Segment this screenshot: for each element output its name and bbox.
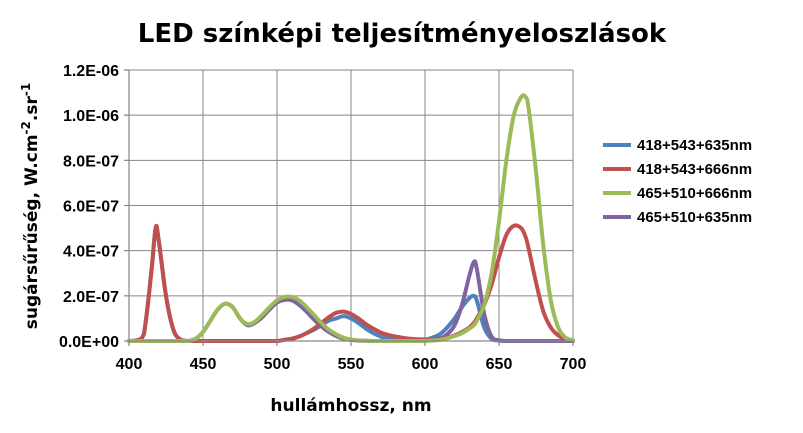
x-tick-label: 400 bbox=[116, 356, 143, 373]
chart-title: LED színképi teljesítményeloszlások bbox=[138, 19, 667, 49]
x-tick-label: 550 bbox=[338, 356, 365, 373]
y-axis-label-mid: .sr bbox=[22, 96, 42, 122]
x-tick-labels: 400 450 500 550 600 650 700 bbox=[116, 356, 587, 373]
y-tick-label: 0.0E+00 bbox=[59, 334, 119, 351]
x-tick-label: 500 bbox=[264, 356, 291, 373]
y-tick-label: 1.0E-06 bbox=[63, 108, 119, 125]
x-tick-label: 650 bbox=[486, 356, 513, 373]
x-axis-label: hullámhossz, nm bbox=[270, 396, 431, 416]
y-tick-label: 8.0E-07 bbox=[63, 153, 119, 170]
y-tick-label: 1.2E-06 bbox=[63, 63, 119, 80]
legend-label: 418+543+635nm bbox=[637, 137, 752, 154]
x-tick-label: 700 bbox=[560, 356, 587, 373]
axes bbox=[124, 69, 574, 346]
y-tick-label: 6.0E-07 bbox=[63, 199, 119, 216]
y-axis-label-sup2: -1 bbox=[19, 83, 33, 96]
x-tick-label: 600 bbox=[412, 356, 439, 373]
y-tick-labels: 0.0E+00 2.0E-07 4.0E-07 6.0E-07 8.0E-07 1.0E-… bbox=[59, 63, 119, 351]
y-axis-label-main: sugársűrűség, W.cm bbox=[22, 134, 42, 329]
x-tick-label: 450 bbox=[190, 356, 217, 373]
legend-label: 418+543+666nm bbox=[637, 161, 752, 178]
grid bbox=[128, 69, 574, 342]
y-axis-label-sup1: -2 bbox=[19, 121, 33, 134]
series-line-465+510+666nm bbox=[127, 93, 575, 343]
legend-label: 465+510+666nm bbox=[637, 185, 752, 202]
y-tick-label: 4.0E-07 bbox=[63, 244, 119, 261]
y-tick-label: 2.0E-07 bbox=[63, 289, 119, 306]
legend: 418+543+635nm 418+543+666nm 465+510+666nm 4… bbox=[603, 137, 752, 226]
legend-label: 465+510+635nm bbox=[637, 209, 752, 226]
y-axis-label: sugársűrűség, W.cm-2.sr-1 bbox=[19, 83, 42, 329]
